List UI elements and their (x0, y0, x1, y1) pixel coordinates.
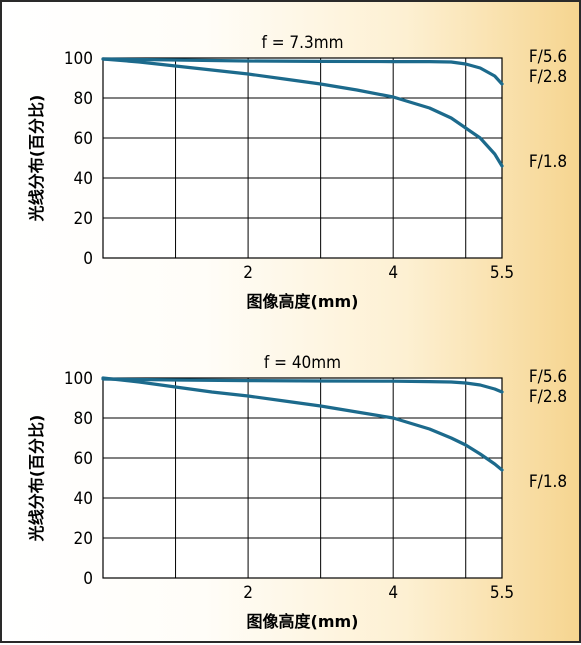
y-tick-label: 0 (83, 249, 93, 269)
series-label: F/5.6 (529, 367, 567, 387)
y-tick-label: 60 (74, 449, 93, 469)
series-label: F/2.8 (529, 67, 567, 87)
gridlines (103, 378, 502, 578)
x-tick-label: 4 (388, 263, 398, 283)
y-axis-label: 光线分布(百分比) (27, 95, 46, 223)
x-tick-label: 2 (243, 263, 253, 283)
y-tick-label: 20 (74, 529, 93, 549)
x-tick-label: 4 (388, 583, 398, 603)
series-line (101, 376, 504, 472)
y-tick-label: 20 (74, 209, 93, 229)
y-tick-label: 40 (74, 169, 93, 189)
y-tick-label: 100 (64, 49, 93, 69)
y-tick-label: 0 (83, 569, 93, 589)
y-tick-label: 80 (74, 89, 93, 109)
plot-area (102, 377, 503, 579)
x-axis-label: 图像高度(mm) (247, 612, 359, 631)
series-line (101, 57, 504, 86)
series-label: F/2.8 (529, 387, 567, 407)
y-axis-label: 光线分布(百分比) (27, 415, 46, 543)
series-label: F/1.8 (529, 472, 567, 492)
y-tick-label: 40 (74, 489, 93, 509)
y-tick-label: 80 (74, 409, 93, 429)
chart-2: 0 20 40 60 80 100 2 4 5.5 f = 40mm 图像高度(mm) 光线分布(百分… (27, 353, 567, 631)
series-line (101, 57, 504, 168)
x-tick-label: 5.5 (490, 263, 514, 283)
chart-1: 0 20 40 60 80 100 2 4 5.5 f = 7.3mm 图像高度(mm) 光线分布(百… (27, 33, 567, 311)
plot-area (102, 57, 503, 259)
series-line (101, 377, 504, 394)
chart-title: f = 7.3mm (261, 33, 343, 53)
gridlines (103, 58, 502, 258)
x-tick-label: 2 (243, 583, 253, 603)
chart-title: f = 40mm (264, 353, 341, 373)
series-label: F/5.6 (529, 47, 567, 67)
x-tick-label: 5.5 (490, 583, 514, 603)
series-label: F/1.8 (529, 152, 567, 172)
x-axis-label: 图像高度(mm) (247, 292, 359, 311)
y-tick-label: 100 (64, 369, 93, 389)
y-tick-label: 60 (74, 129, 93, 149)
